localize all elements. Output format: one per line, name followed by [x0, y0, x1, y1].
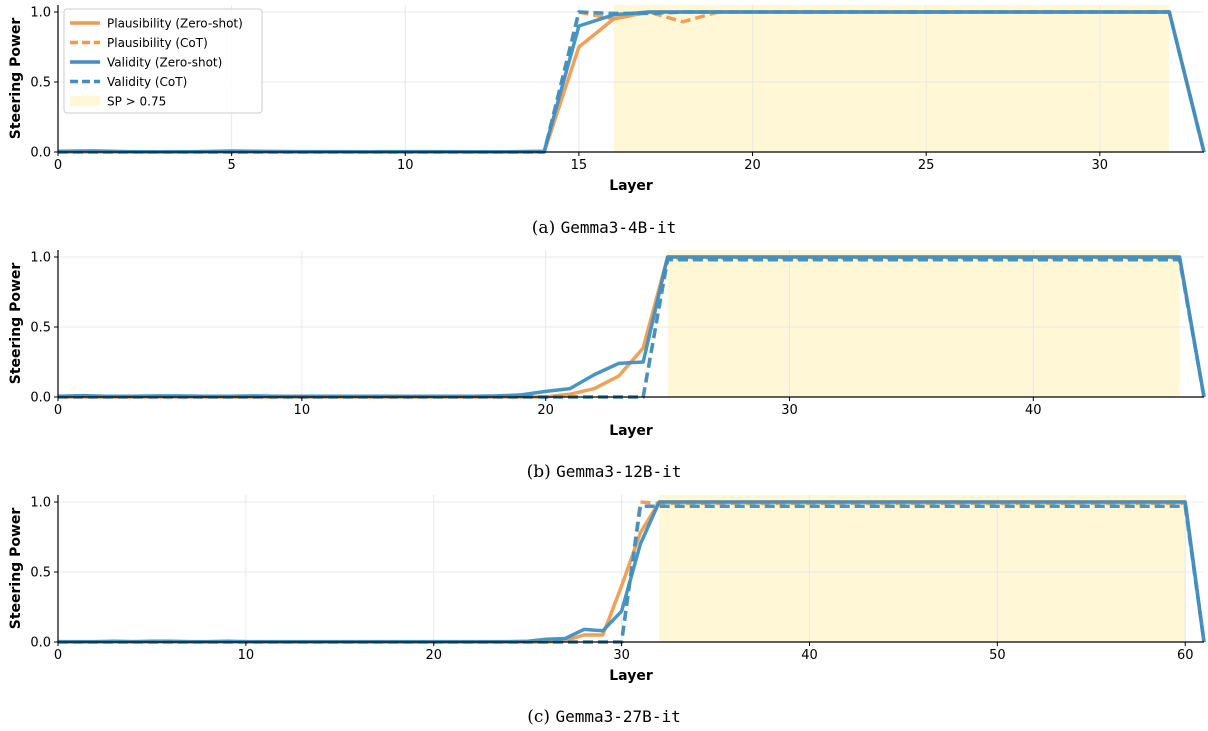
- x-tick-label: 10: [294, 403, 311, 418]
- y-tick-label: 0.5: [30, 76, 51, 91]
- y-tick-label: 0.5: [30, 566, 51, 581]
- legend-box: [63, 8, 263, 114]
- caption-model: Gemma3-4B-it: [561, 218, 677, 237]
- panel-caption: (a) Gemma3-4B-it: [532, 218, 676, 238]
- x-tick-label: 30: [1092, 158, 1109, 173]
- x-tick-label: 30: [781, 403, 798, 418]
- caption-model: Gemma3-12B-it: [556, 462, 681, 481]
- caption-model: Gemma3-27B-it: [555, 707, 680, 726]
- x-tick-label: 0: [54, 158, 62, 173]
- chart-panel-2: 0 10 20 30 40 0.0 0.5 1.0 Layer Steering Power (b)…: [8, 250, 1206, 482]
- x-tick-label: 15: [571, 158, 588, 173]
- y-axis-label: Steering Power: [8, 508, 24, 630]
- y-axis-label: Steering Power: [8, 263, 24, 385]
- y-tick-label: 0.0: [30, 636, 51, 651]
- legend: Plausibility (Zero-shot) Plausibility (Co…: [63, 8, 263, 114]
- x-tick-label: 20: [425, 648, 442, 663]
- x-tick-label: 10: [238, 648, 255, 663]
- series-line-validity-cot: [58, 504, 1206, 644]
- highlight-band: [613, 5, 1170, 152]
- legend-label: Plausibility (Zero-shot): [107, 17, 243, 31]
- highlight-band: [659, 495, 1186, 642]
- panel-caption: (b) Gemma3-12B-it: [527, 462, 682, 482]
- series-line-validity-zero-shot: [57, 255, 1206, 399]
- x-tick-label: 60: [1177, 648, 1194, 663]
- y-tick-label: 0.0: [30, 146, 51, 161]
- x-axis-label: Layer: [609, 423, 653, 439]
- caption-prefix: (b): [527, 462, 557, 482]
- legend-patch: [70, 96, 100, 106]
- highlight-band: [667, 250, 1180, 397]
- x-tick-label: 10: [397, 158, 414, 173]
- legend-label: Plausibility (CoT): [107, 36, 208, 50]
- y-tick-label: 1.0: [30, 6, 51, 21]
- x-tick-label: 0: [54, 403, 62, 418]
- chart-panel-3: 0 10 20 30 40 50 60 0.0 0.5 1.0 Layer Steering Powe…: [8, 495, 1206, 727]
- x-axis-label: Layer: [609, 178, 653, 194]
- x-tick-label: 0: [54, 648, 62, 663]
- x-tick-label: 40: [801, 648, 818, 663]
- x-tick-label: 40: [1025, 403, 1042, 418]
- panel-caption: (c) Gemma3-27B-it: [527, 707, 680, 727]
- x-tick-label: 30: [613, 648, 630, 663]
- y-axis-label: Steering Power: [8, 18, 24, 140]
- legend-label: Validity (Zero-shot): [107, 56, 222, 70]
- series-line-validity-cot: [58, 10, 1206, 154]
- y-tick-label: 1.0: [30, 251, 51, 266]
- legend-label: Validity (CoT): [107, 75, 187, 89]
- caption-prefix: (a): [532, 218, 561, 238]
- x-tick-label: 50: [989, 648, 1006, 663]
- y-tick-label: 1.0: [30, 496, 51, 511]
- y-tick-label: 0.5: [30, 321, 51, 336]
- legend-label: SP > 0.75: [107, 95, 166, 109]
- caption-prefix: (c): [527, 707, 555, 727]
- x-axis-label: Layer: [609, 668, 653, 684]
- y-tick-label: 0.0: [30, 391, 51, 406]
- x-tick-label: 25: [918, 158, 935, 173]
- x-tick-label: 20: [537, 403, 554, 418]
- x-tick-label: 5: [227, 158, 235, 173]
- x-tick-label: 20: [744, 158, 761, 173]
